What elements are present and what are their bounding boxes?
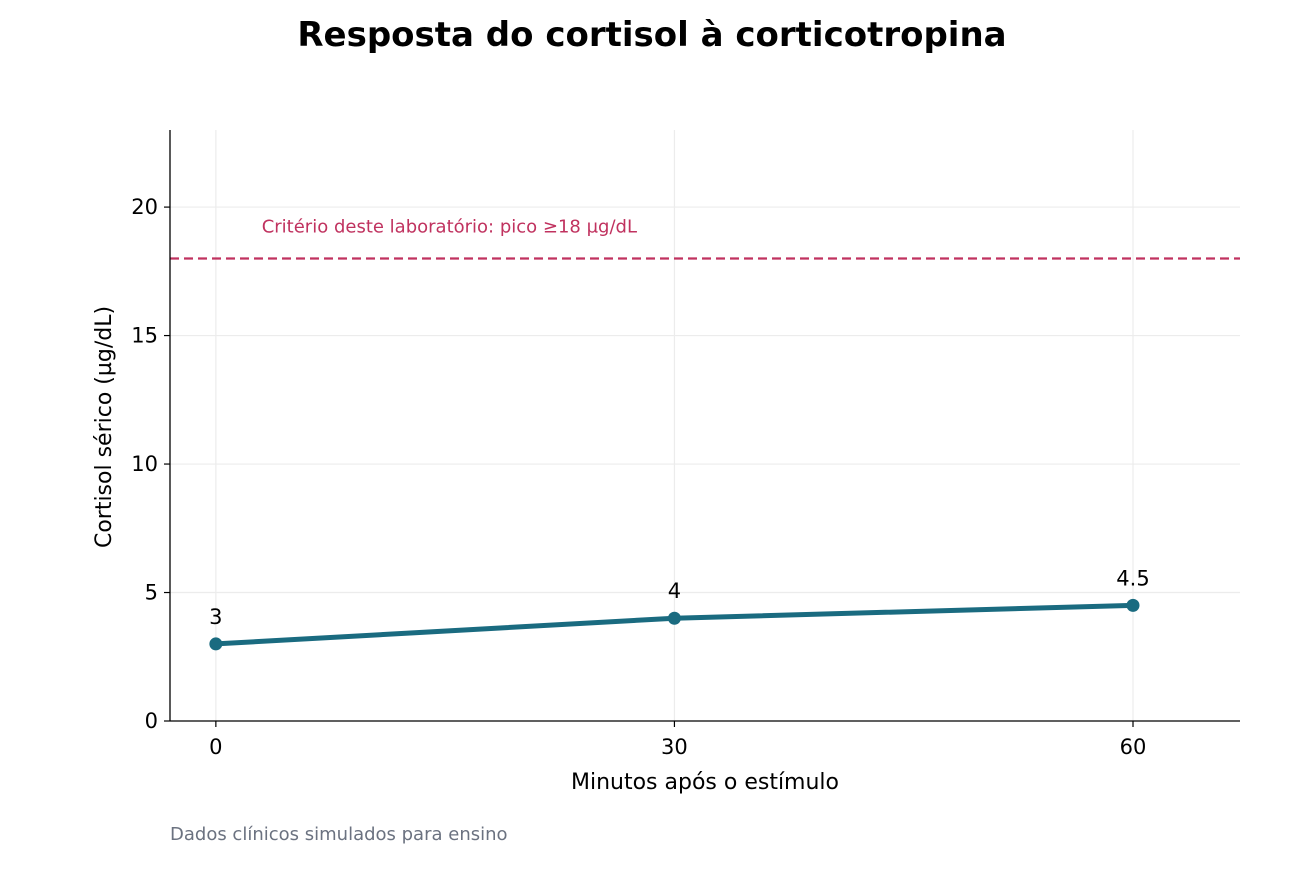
chart-title: Resposta do cortisol à corticotropina <box>297 15 1006 55</box>
x-axis-label: Minutos após o estímulo <box>571 770 839 795</box>
y-axis-label: Cortisol sérico (µg/dL) <box>92 306 117 548</box>
axes: 0 5 10 15 20 0 30 60 <box>131 130 1240 759</box>
data-point <box>667 611 681 625</box>
data-point <box>209 637 223 651</box>
data-label: 3 <box>209 605 222 629</box>
x-tick-label: 60 <box>1120 735 1147 759</box>
y-tick-label: 15 <box>131 324 158 348</box>
x-tick-label: 30 <box>661 735 688 759</box>
y-tick-label: 5 <box>145 581 158 605</box>
x-tick-label: 0 <box>209 735 222 759</box>
y-tick-label: 10 <box>131 452 158 476</box>
data-label: 4.5 <box>1116 566 1149 590</box>
y-tick-label: 20 <box>131 195 158 219</box>
reference-line-label: Critério deste laboratório: pico ≥18 µg/… <box>262 216 637 237</box>
series-group: 344.5 <box>209 566 1150 651</box>
footnote: Dados clínicos simulados para ensino <box>170 824 508 845</box>
y-tick-label: 0 <box>145 709 158 733</box>
data-point <box>1126 598 1140 612</box>
reference-line-group: Critério deste laboratório: pico ≥18 µg/… <box>170 216 1240 260</box>
data-label: 4 <box>668 579 681 603</box>
grid <box>170 130 1240 721</box>
